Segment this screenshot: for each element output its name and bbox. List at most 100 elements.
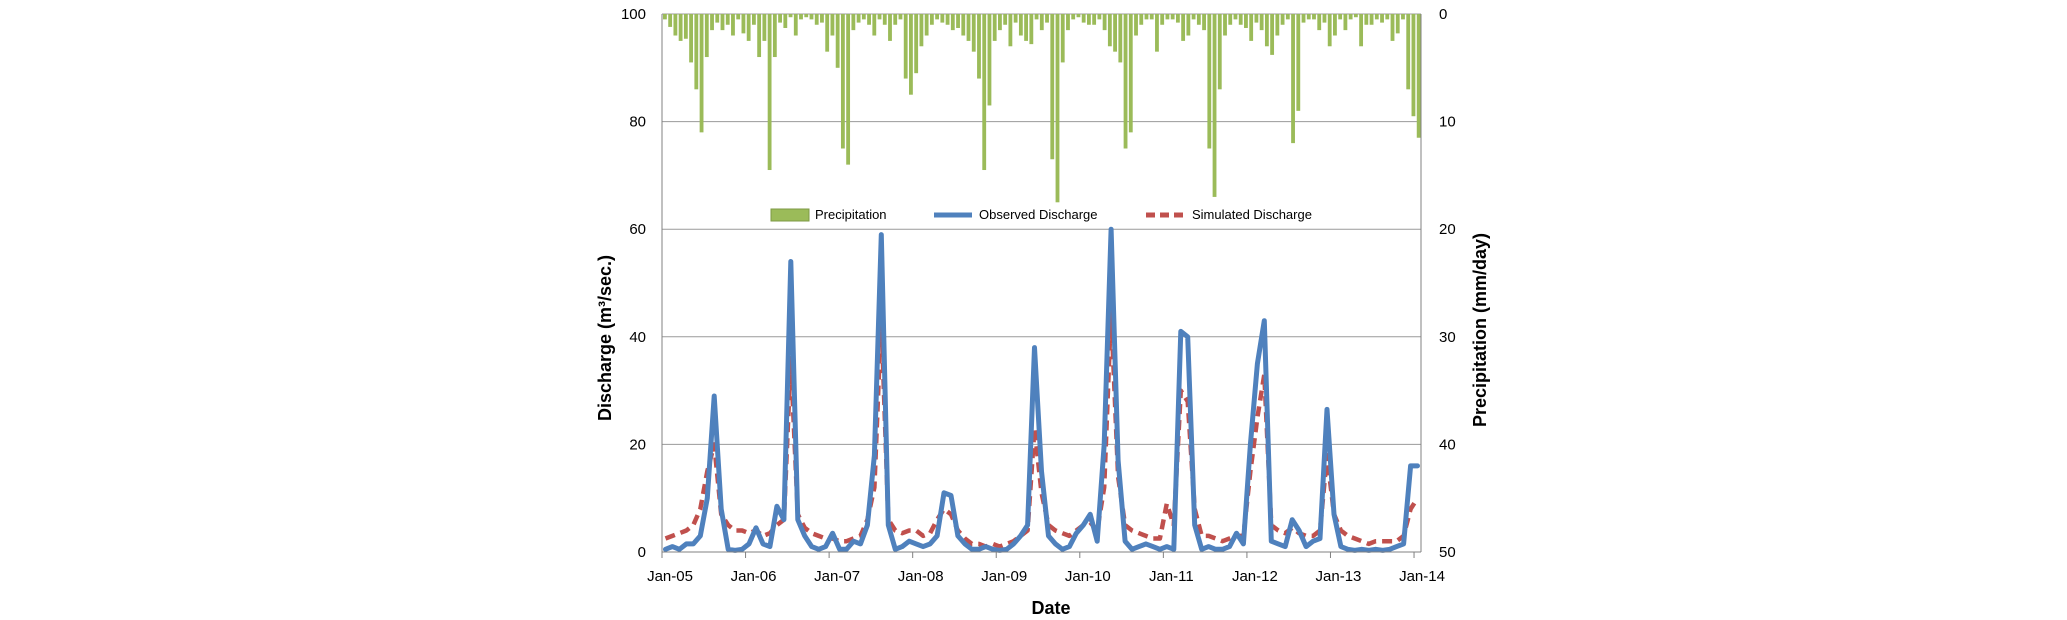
- observed-discharge-line: [663, 226, 1420, 553]
- precipitation-bar: [1301, 14, 1306, 23]
- precipitation-bar: [1160, 14, 1165, 25]
- left-tick-label: 0: [638, 544, 646, 561]
- precipitation-bar: [872, 14, 877, 36]
- precipitation-bar: [731, 14, 735, 36]
- legend: Precipitation Observed Discharge Simulat…: [770, 207, 1312, 222]
- precipitation-bar: [1207, 14, 1212, 149]
- x-tick-label: Jan-06: [731, 568, 777, 585]
- right-tick-label: 0: [1439, 6, 1447, 23]
- precipitation-bar: [668, 14, 673, 27]
- precipitation-bar: [1390, 14, 1395, 41]
- precipitation-bar: [1353, 14, 1358, 18]
- precipitation-bar: [1066, 14, 1070, 31]
- precipitation-bar: [1134, 14, 1138, 36]
- precipitation-bar: [1050, 14, 1055, 160]
- precipitation-bar: [1018, 14, 1023, 36]
- precipitation-bar: [783, 14, 788, 28]
- precipitation-bar: [898, 14, 903, 20]
- precipitation-bar: [877, 14, 882, 20]
- precipitation-bar: [736, 14, 741, 20]
- precipitation-bar: [1322, 14, 1327, 23]
- precipitation-bar: [856, 14, 861, 23]
- precipitation-bar: [998, 14, 1002, 31]
- precipitation-bar: [1343, 14, 1348, 31]
- precipitation-bar: [746, 14, 751, 41]
- precipitation-bar: [919, 14, 924, 47]
- precipitation-bar: [825, 14, 830, 52]
- precipitation-bar: [1275, 14, 1280, 36]
- precipitation-bar: [1029, 14, 1034, 45]
- left-tick-label: 40: [629, 329, 646, 346]
- precipitation-bar: [992, 14, 997, 41]
- precipitation-bar: [1081, 14, 1086, 23]
- precipitation-bar: [767, 14, 772, 171]
- precipitation-bar: [840, 14, 845, 149]
- axes: 0 20 40 60 80 100 0 10 20 30 40 50 Jan-05 Jan-06 Jan-0…: [621, 6, 1456, 585]
- precipitation-bar: [1076, 14, 1081, 18]
- precipitation-bar: [1244, 14, 1248, 28]
- simulated-discharge-layer: [664, 307, 1420, 549]
- precipitation-bar: [710, 14, 714, 31]
- precipitation-bar: [1406, 14, 1411, 90]
- precipitation-bar: [1259, 14, 1264, 31]
- precipitation-bar: [1196, 14, 1201, 25]
- precipitation-bar: [1285, 14, 1290, 20]
- x-tick-label: Jan-10: [1065, 568, 1111, 585]
- precipitation-bar: [804, 14, 809, 18]
- legend-label-precipitation: Precipitation: [815, 207, 887, 222]
- x-tick-label: Jan-07: [814, 568, 860, 585]
- precipitation-bar: [1170, 14, 1175, 20]
- precipitation-bar: [778, 14, 782, 23]
- precipitation-bar: [1071, 14, 1076, 20]
- right-tick-label: 20: [1439, 221, 1456, 238]
- precipitation-bar: [814, 14, 819, 25]
- precipitation-bar: [1181, 14, 1186, 41]
- precipitation-bar: [1024, 14, 1029, 41]
- precipitation-bar: [935, 14, 940, 20]
- precipitation-bar: [1092, 14, 1097, 25]
- left-tick-label: 60: [629, 221, 646, 238]
- precipitation-bar: [1380, 14, 1384, 23]
- precipitation-bar: [1013, 14, 1018, 23]
- precipitation-bar: [867, 14, 871, 25]
- precipitation-bar: [893, 14, 898, 25]
- precipitation-bar: [903, 14, 908, 79]
- precipitation-bar: [956, 14, 960, 28]
- precipitation-bar: [1008, 14, 1013, 47]
- precipitation-bar: [1039, 14, 1044, 31]
- precipitation-bar: [663, 14, 667, 20]
- precipitation-bar: [1312, 14, 1316, 20]
- precipitation-bar: [1155, 14, 1159, 52]
- precipitation-bar: [846, 14, 851, 165]
- precipitation-bar: [924, 14, 929, 36]
- precipitation-bar: [1254, 14, 1259, 23]
- precipitation-bar: [1003, 14, 1008, 25]
- precipitation-bar: [1348, 14, 1353, 20]
- precipitation-bar: [809, 14, 814, 20]
- precipitation-bar: [757, 14, 762, 58]
- precipitation-bar: [1107, 14, 1112, 47]
- left-tick-label: 80: [629, 114, 646, 131]
- x-tick-label: Jan-05: [647, 568, 693, 585]
- precipitation-bar: [751, 14, 756, 25]
- precipitation-bar: [1060, 14, 1065, 63]
- precipitation-bar: [971, 14, 976, 52]
- precipitation-bar: [835, 14, 840, 68]
- precipitation-bar: [1202, 14, 1206, 31]
- left-tick-label: 100: [621, 6, 646, 23]
- legend-swatch-precipitation: [770, 208, 810, 222]
- precipitation-bar: [772, 14, 777, 58]
- precipitation-bars: [663, 14, 1421, 203]
- precipitation-bar: [1270, 14, 1275, 55]
- precipitation-bar: [1034, 14, 1039, 20]
- precipitation-bar: [950, 14, 955, 31]
- precipitation-bar: [699, 14, 704, 133]
- precipitation-bar: [1411, 14, 1416, 117]
- precipitation-bar: [788, 14, 793, 18]
- precipitation-bar: [977, 14, 981, 79]
- precipitation-bar: [882, 14, 887, 25]
- precipitation-bar: [830, 14, 835, 36]
- x-tick-label: Jan-09: [981, 568, 1027, 585]
- precipitation-bar: [1401, 14, 1405, 20]
- precipitation-bar: [1327, 14, 1332, 47]
